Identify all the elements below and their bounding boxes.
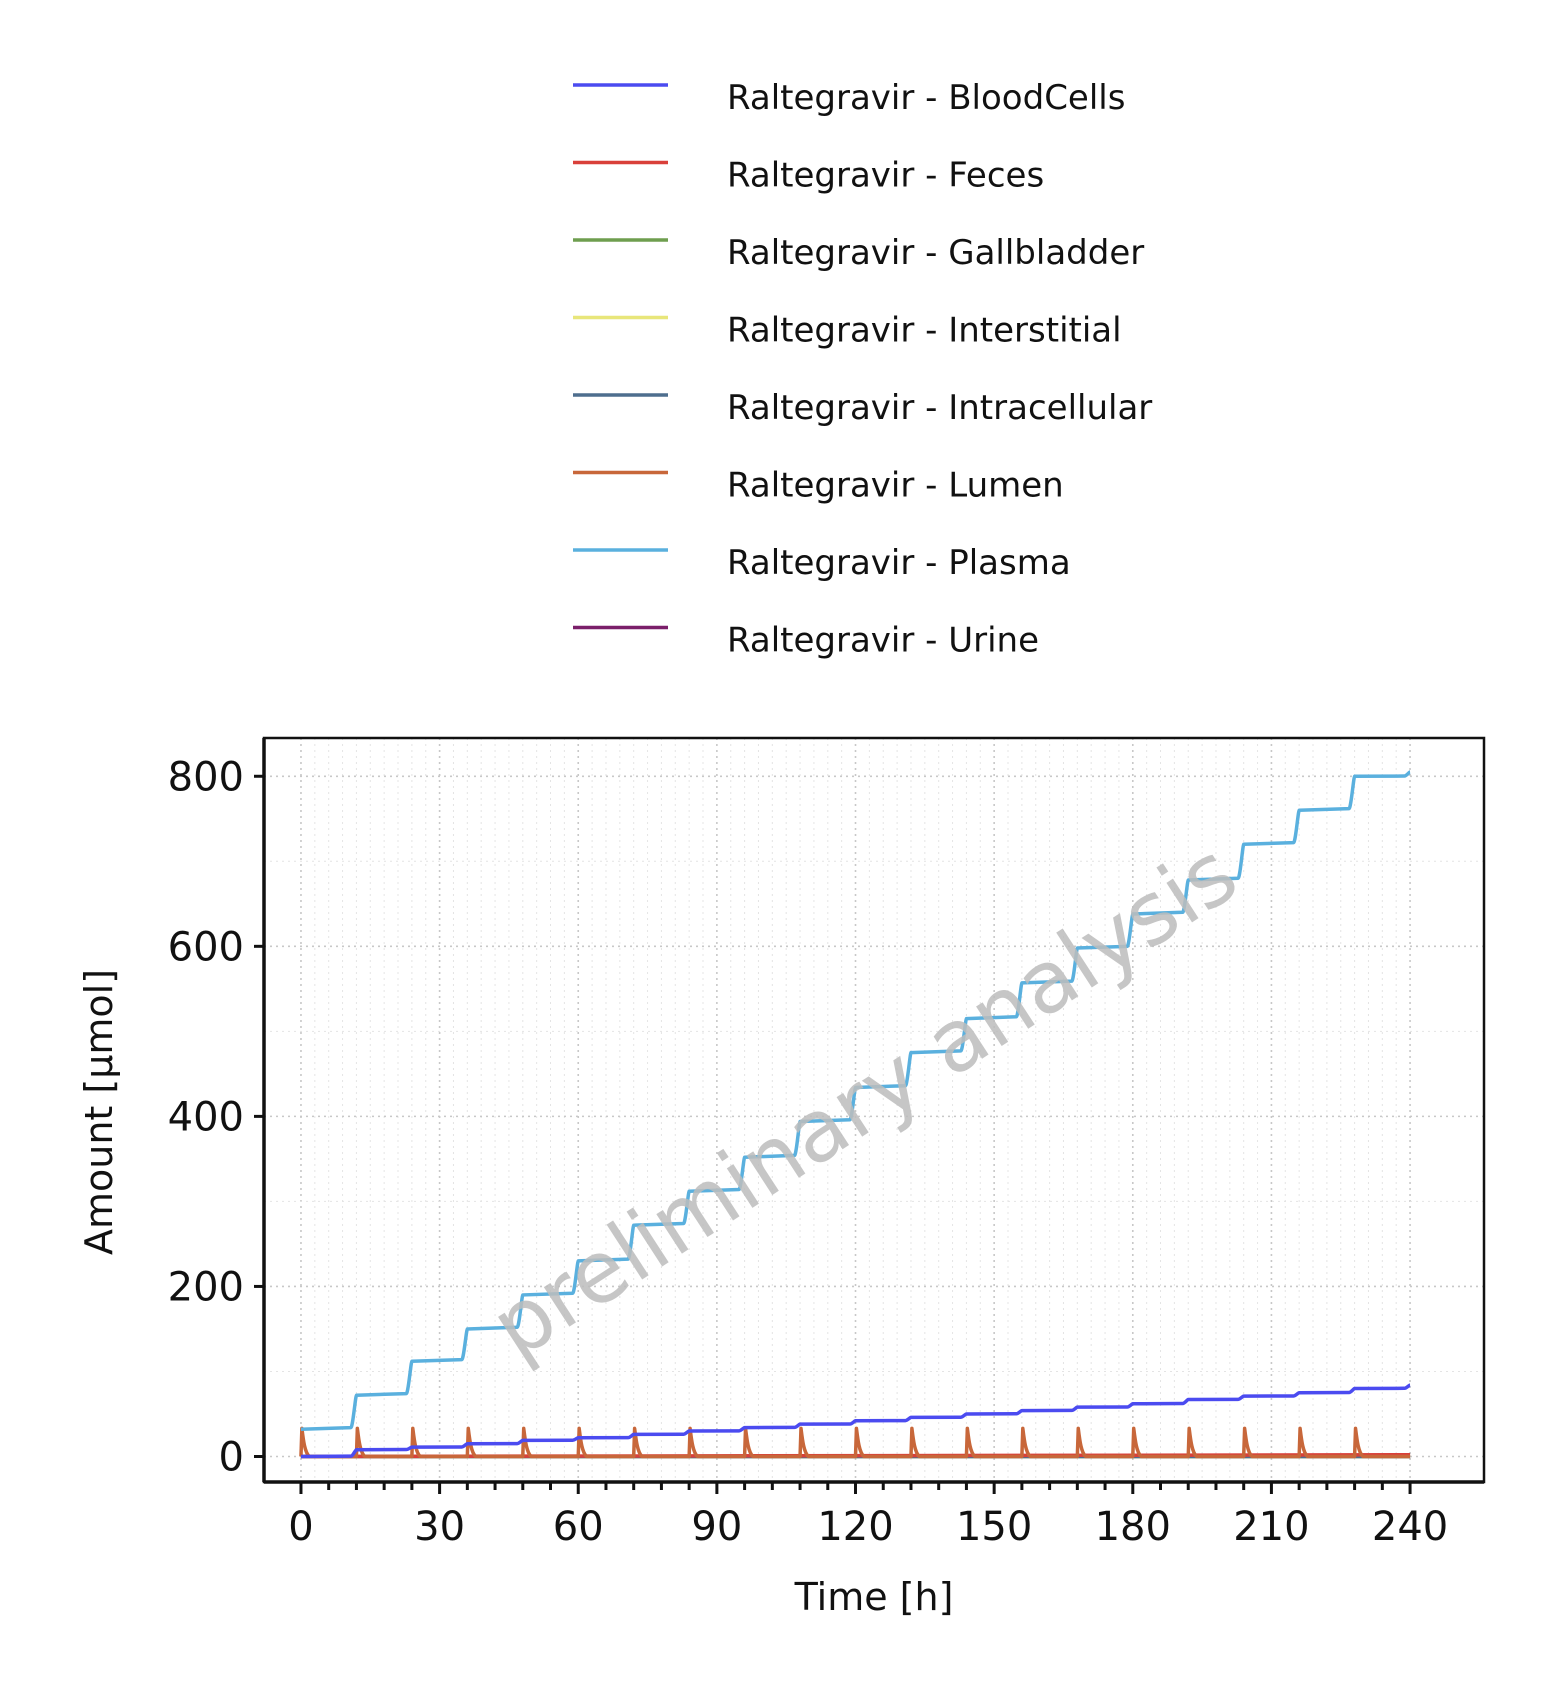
legend-label-gallbladder: Raltegravir - Gallbladder: [727, 233, 1144, 273]
legend-label-bloodcells: Raltegravir - BloodCells: [727, 78, 1125, 118]
axes: 0 30 60 90 120 150 180 210 240 0 200 400 600 800: [168, 738, 1484, 1550]
x-tick-label: 60: [553, 1504, 604, 1550]
y-tick-label: 0: [219, 1434, 244, 1480]
x-tick-label: 90: [691, 1504, 742, 1550]
legend: Raltegravir - BloodCells Raltegravir - Fe…: [573, 78, 1152, 661]
x-tick-label: 210: [1233, 1504, 1309, 1550]
legend-label-lumen: Raltegravir - Lumen: [727, 466, 1064, 506]
x-tick-label: 150: [956, 1504, 1032, 1550]
x-axis-label: Time [h]: [794, 1575, 954, 1619]
x-tick-label: 0: [288, 1504, 313, 1550]
x-tick-label: 120: [817, 1504, 893, 1550]
grid: [264, 738, 1484, 1482]
x-tick-label: 240: [1372, 1504, 1448, 1550]
x-tick-label: 180: [1095, 1504, 1171, 1550]
y-tick-label: 400: [168, 1094, 244, 1140]
legend-label-urine: Raltegravir - Urine: [727, 621, 1039, 661]
y-tick-label: 200: [168, 1264, 244, 1310]
legend-label-interstitial: Raltegravir - Interstitial: [727, 311, 1122, 351]
y-tick-label: 800: [168, 754, 244, 800]
legend-label-feces: Raltegravir - Feces: [727, 156, 1044, 196]
legend-label-intracellular: Raltegravir - Intracellular: [727, 388, 1152, 428]
series-line-bloodcells: [300, 1383, 1411, 1459]
series-line-plasma: [300, 770, 1411, 1432]
y-axis-label: Amount [µmol]: [77, 969, 121, 1255]
legend-label-plasma: Raltegravir - Plasma: [727, 543, 1071, 583]
series-layer: [299, 770, 1411, 1459]
x-tick-label: 30: [414, 1504, 465, 1550]
series-line-lumen: [299, 1426, 1411, 1459]
watermark: preliminary analysis: [474, 823, 1254, 1378]
y-tick-label: 600: [168, 924, 244, 970]
